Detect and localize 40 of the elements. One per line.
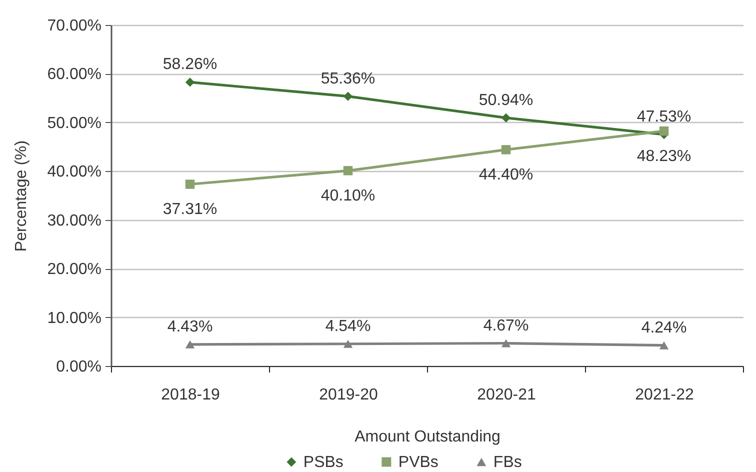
point <box>185 180 195 189</box>
legend-label: PVBs <box>398 454 438 471</box>
legend-label: FBs <box>493 454 522 471</box>
y-tick-label: 70.00% <box>47 18 102 34</box>
data-label: 4.24% <box>641 319 687 336</box>
data-label: 58.26% <box>162 56 218 74</box>
point <box>343 166 353 176</box>
y-tick-label: 10.00% <box>47 310 102 327</box>
point <box>501 113 511 122</box>
y-tick-label: 20.00% <box>47 261 102 278</box>
x-axis-title: Amount Outstanding <box>354 428 500 446</box>
x-tick-label: 2018-19 <box>161 386 220 404</box>
x-tick-label: 2020-21 <box>477 386 536 404</box>
data-label: 50.94% <box>478 92 534 109</box>
point <box>659 126 669 136</box>
y-tick-label: 50.00% <box>47 114 102 132</box>
point <box>185 340 195 348</box>
y-tick-label: 60.00% <box>47 66 102 84</box>
point <box>343 92 353 101</box>
y-tick-label: 0.00% <box>56 358 102 376</box>
data-label: 4.43% <box>167 318 213 336</box>
data-label: 40.10% <box>320 188 376 205</box>
data-label: 4.67% <box>483 317 529 334</box>
legend-label: PSBs <box>303 454 344 471</box>
data-label: 44.40% <box>478 166 534 184</box>
point <box>659 341 669 350</box>
point <box>501 145 511 154</box>
data-label: 48.23% <box>636 148 692 166</box>
x-tick-label: 2019-20 <box>319 386 378 404</box>
y-tick-label: 40.00% <box>47 164 102 181</box>
point <box>343 340 353 348</box>
y-tick-label: 30.00% <box>47 212 102 230</box>
point <box>185 78 195 87</box>
data-label: 37.31% <box>162 201 218 218</box>
data-label: 55.36% <box>320 70 376 88</box>
data-label: 4.54% <box>325 318 371 335</box>
y-axis-title: Percentage (%) <box>13 140 30 252</box>
data-label: 47.53% <box>636 108 692 126</box>
point <box>501 339 511 348</box>
x-tick-label: 2021-22 <box>635 386 694 404</box>
